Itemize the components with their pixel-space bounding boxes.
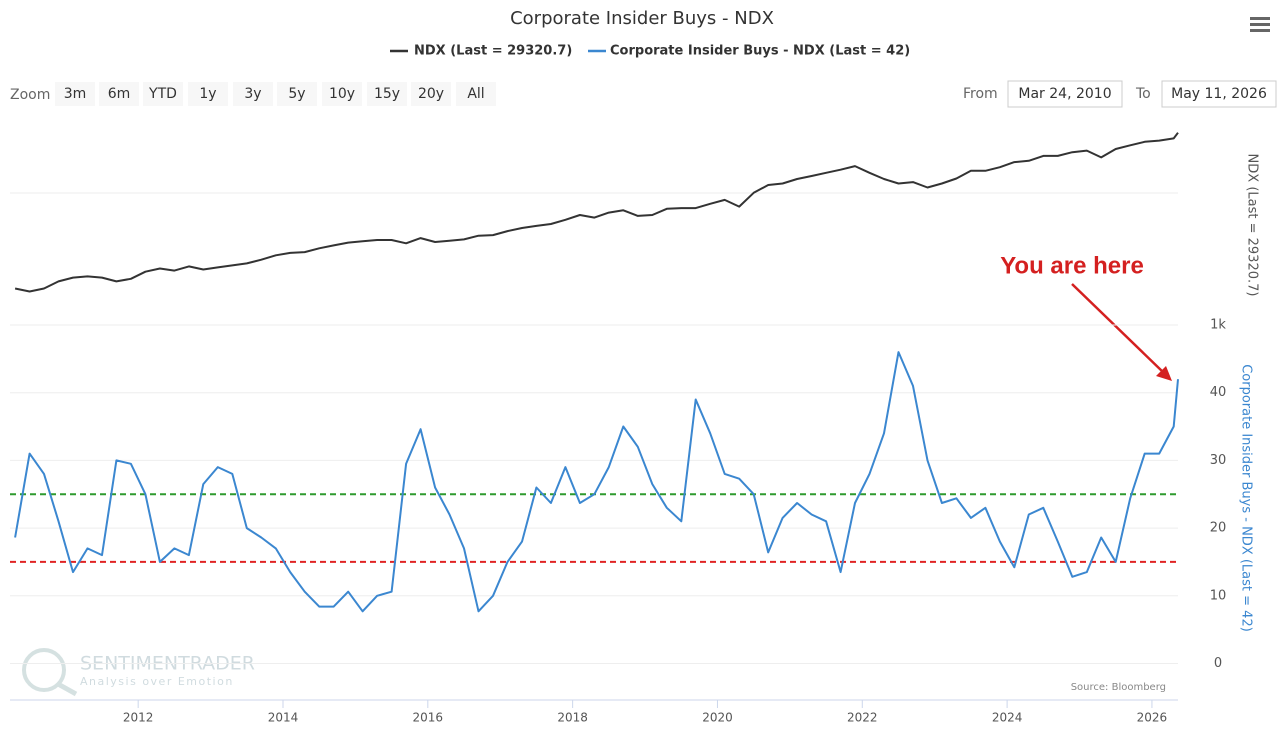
zoom-button[interactable] bbox=[322, 82, 362, 106]
zoom-button[interactable] bbox=[188, 82, 228, 106]
watermark-logo bbox=[56, 681, 78, 697]
menu-bar bbox=[1250, 23, 1270, 26]
zoom-button[interactable] bbox=[277, 82, 317, 106]
zoom-button-label: 20y bbox=[418, 86, 444, 102]
zoom-button[interactable] bbox=[456, 82, 496, 106]
series-line bbox=[14, 351, 1179, 613]
x-tick-label: 2026 bbox=[1137, 711, 1168, 725]
y-tick-label: 10 bbox=[1210, 588, 1227, 603]
zoom-button[interactable] bbox=[55, 82, 95, 106]
zoom-button-label: All bbox=[467, 86, 484, 102]
x-tick-label: 2020 bbox=[702, 711, 733, 725]
zoom-button[interactable] bbox=[143, 82, 183, 106]
annotation: You are here bbox=[1000, 252, 1144, 279]
x-tick-label: 2012 bbox=[123, 711, 154, 725]
watermark-logo bbox=[22, 648, 66, 692]
y-tick-label: 1k bbox=[1210, 318, 1226, 333]
annotation-arrowhead bbox=[1156, 366, 1172, 381]
zoom-button[interactable] bbox=[411, 82, 451, 106]
watermark-tagline: Analysis over Emotion bbox=[80, 675, 234, 688]
y-tick-label: 20 bbox=[1210, 521, 1227, 536]
y-axis-title: Corporate Insider Buys - NDX (Last = 42) bbox=[1239, 364, 1254, 632]
zoom-button[interactable] bbox=[233, 82, 273, 106]
x-tick-label: 2018 bbox=[557, 711, 588, 725]
to-date: May 11, 2026 bbox=[1171, 86, 1267, 102]
menu-bar bbox=[1250, 17, 1270, 20]
x-tick-label: 2022 bbox=[847, 711, 878, 725]
to-input[interactable] bbox=[1161, 80, 1277, 108]
from-label: From bbox=[963, 86, 998, 102]
zoom-button[interactable] bbox=[99, 82, 139, 106]
from-input[interactable] bbox=[1007, 80, 1123, 108]
menu-icon[interactable] bbox=[1250, 17, 1270, 32]
series-line bbox=[14, 132, 1179, 293]
zoom-button-label: 3y bbox=[244, 86, 261, 102]
credits: Source: Bloomberg bbox=[1071, 682, 1166, 693]
y-tick-label: 40 bbox=[1210, 385, 1227, 400]
zoom-button-label: YTD bbox=[148, 86, 177, 102]
zoom-button-label: 1y bbox=[199, 86, 216, 102]
zoom-button-label: 6m bbox=[108, 86, 131, 102]
y-tick-label: 0 bbox=[1214, 656, 1222, 671]
zoom-button-label: 3m bbox=[64, 86, 87, 102]
menu-bar bbox=[1250, 29, 1270, 32]
x-tick-label: 2014 bbox=[268, 711, 299, 725]
chart-title: Corporate Insider Buys - NDX bbox=[510, 8, 774, 29]
from-date: Mar 24, 2010 bbox=[1018, 86, 1111, 102]
annotation-arrow bbox=[1071, 283, 1165, 374]
to-label: To bbox=[1135, 86, 1151, 102]
y-tick-label: 30 bbox=[1210, 453, 1227, 468]
legend-label[interactable]: NDX (Last = 29320.7) bbox=[414, 44, 572, 59]
zoom-button-label: 15y bbox=[374, 86, 400, 102]
legend-label[interactable]: Corporate Insider Buys - NDX (Last = 42) bbox=[610, 44, 910, 59]
zoom-button-label: 10y bbox=[329, 86, 355, 102]
zoom-button-label: 5y bbox=[288, 86, 305, 102]
zoom-label: Zoom bbox=[10, 87, 50, 103]
y2-axis-title: NDX (Last = 29320.7) bbox=[1245, 154, 1260, 297]
zoom-button[interactable] bbox=[367, 82, 407, 106]
x-tick-label: 2024 bbox=[992, 711, 1023, 725]
x-tick-label: 2016 bbox=[413, 711, 444, 725]
